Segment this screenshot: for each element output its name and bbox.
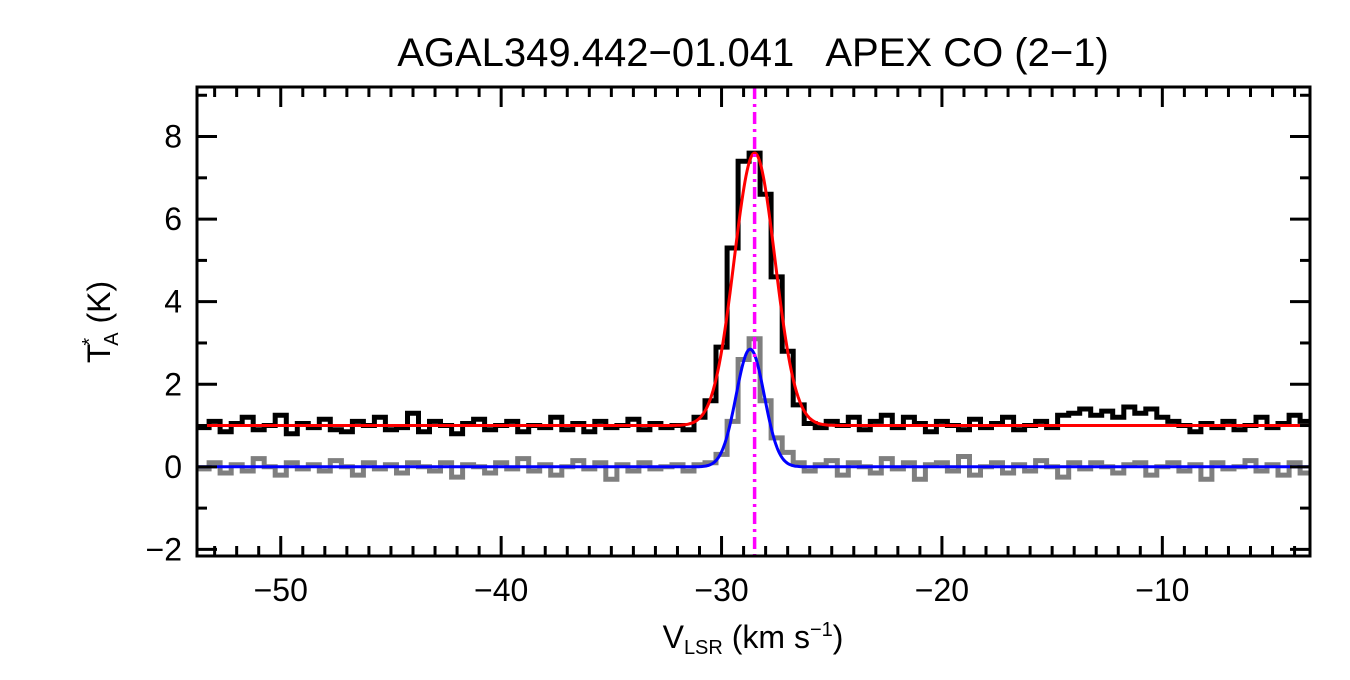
y-tick-label: −2	[146, 531, 182, 567]
y-tick-label: 2	[164, 366, 182, 402]
fit-curve-1	[197, 347, 1310, 469]
y-tick-label: 4	[164, 284, 182, 320]
chart-title: AGAL349.442−01.041 APEX CO (2−1)	[397, 31, 1109, 75]
y-tick-label: 6	[164, 201, 182, 237]
fit-curve-0	[197, 151, 1310, 427]
y-tick-label: 0	[164, 449, 182, 485]
x-axis-label: VLSR (km s−1)	[663, 619, 844, 659]
x-tick-label: −10	[1135, 572, 1189, 608]
x-tick-label: −30	[694, 572, 748, 608]
y-axis-label: T*A (K)	[79, 281, 123, 363]
x-tick-label: −50	[254, 572, 308, 608]
x-tick-label: −40	[474, 572, 528, 608]
plot-series	[197, 87, 1310, 556]
x-tick-label: −20	[915, 572, 969, 608]
plot-frame	[195, 85, 1312, 558]
y-tick-label: 8	[164, 119, 182, 155]
